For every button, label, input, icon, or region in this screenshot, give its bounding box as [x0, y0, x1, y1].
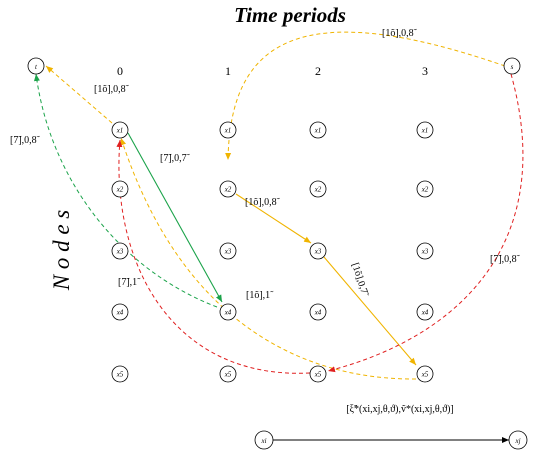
node-x4-t0: x4 [111, 303, 129, 321]
edge-label-s-t: [1õ],0,8̃ [382, 28, 418, 39]
svg-text:x3: x3 [116, 248, 124, 256]
node-x1-t2: x1 [309, 121, 327, 139]
node-x4-t3: x4 [416, 303, 434, 321]
svg-text:s: s [511, 63, 514, 71]
node-t: t [27, 57, 45, 75]
node-x5-t2: x5 [309, 365, 327, 383]
svg-text:xj: xj [514, 437, 520, 445]
node-x3-t3: x3 [416, 242, 434, 260]
edge-label-x1-x4: [7̃],0,7̃ [160, 153, 191, 164]
svg-text:x1: x1 [224, 127, 232, 135]
svg-text:x5: x5 [421, 371, 429, 379]
node-x1-t3: x1 [416, 121, 434, 139]
edge-label-x1-t: [1õ],0,8̃ [94, 84, 130, 95]
node-x2-t2: x2 [309, 180, 327, 198]
svg-text:x2: x2 [314, 186, 322, 194]
edge-label-x5-x1-orange: [1õ],1̃ [246, 290, 274, 301]
period-label-0: 0 [117, 64, 123, 78]
svg-text:x4: x4 [421, 309, 429, 317]
node-x1-t0: x1 [111, 121, 129, 139]
node-x3-t2: x3 [309, 242, 327, 260]
svg-text:x3: x3 [314, 248, 322, 256]
period-label-3: 3 [422, 64, 428, 78]
edge-x1-t-orange [45, 65, 113, 124]
edge-x1-x4-green [127, 132, 223, 303]
node-x5-t0: x5 [111, 365, 129, 383]
edge-x5-x1-red [116, 139, 311, 374]
nodes-axis-label: N o d e s [49, 210, 74, 292]
node-x2-t1: x2 [219, 180, 237, 198]
node-x3-t1: x3 [219, 242, 237, 260]
edge-x3-x5-orange [323, 256, 417, 366]
svg-text:x4: x4 [314, 309, 322, 317]
svg-text:x3: x3 [224, 248, 232, 256]
svg-text:x4: x4 [224, 309, 232, 317]
svg-text:x5: x5 [116, 371, 124, 379]
period-label-1: 1 [225, 64, 231, 78]
node-x2-t0: x2 [111, 180, 129, 198]
svg-text:x4: x4 [116, 309, 124, 317]
legend-label: [ξ̃*(xi,xj,θ,ϑ),ṽ*(xi,xj,θ,ϑ)] [346, 404, 454, 415]
edge-label-x4-t: [7̃],0,8̃ [10, 135, 41, 146]
legend-node-xj: xj [508, 430, 528, 450]
edge-label-x3-x5: [1õ],0,7̃ [349, 262, 370, 299]
node-x4-t2: x4 [309, 303, 327, 321]
edge-s-x2-orange [225, 31, 506, 161]
node-x3-t0: x3 [111, 242, 129, 260]
legend-node-xi: xi [254, 430, 274, 450]
svg-text:x5: x5 [224, 371, 232, 379]
svg-text:x1: x1 [314, 127, 322, 135]
node-x5-t1: x5 [219, 365, 237, 383]
edge-s-x5-red [327, 73, 524, 373]
diagram-title: Time periods [234, 3, 346, 27]
node-x4-t1: x4 [219, 303, 237, 321]
edge-label-x5-x1-red: [7̃],1̃ [118, 277, 141, 288]
svg-text:xi: xi [260, 437, 266, 445]
svg-text:x1: x1 [116, 127, 124, 135]
edge-x4-t-green [33, 73, 218, 308]
period-label-2: 2 [315, 64, 321, 78]
svg-text:x2: x2 [224, 186, 232, 194]
svg-text:x3: x3 [421, 248, 429, 256]
svg-text:x5: x5 [314, 371, 322, 379]
svg-text:t: t [35, 63, 38, 71]
edge-label-s-x5: [7̃],0,8̃ [490, 254, 521, 265]
edge-label-x2-x3: [1õ],0,8̃ [245, 197, 281, 208]
svg-text:x2: x2 [116, 186, 124, 194]
node-s: s [503, 57, 521, 75]
node-x5-t3: x5 [416, 365, 434, 383]
grid-nodes: x1 x1 x1 x1 x2 x2 x2 x2 x3 x3 x3 x3 x4 x4 x4 x4 x5 x5 x5 x5 [111, 121, 434, 383]
edge-x2-x3-orange [235, 193, 312, 244]
svg-text:x2: x2 [421, 186, 429, 194]
node-x2-t3: x2 [416, 180, 434, 198]
svg-text:x1: x1 [421, 127, 429, 135]
edge-x5-x1-orange [120, 137, 417, 380]
node-x1-t1: x1 [219, 121, 237, 139]
